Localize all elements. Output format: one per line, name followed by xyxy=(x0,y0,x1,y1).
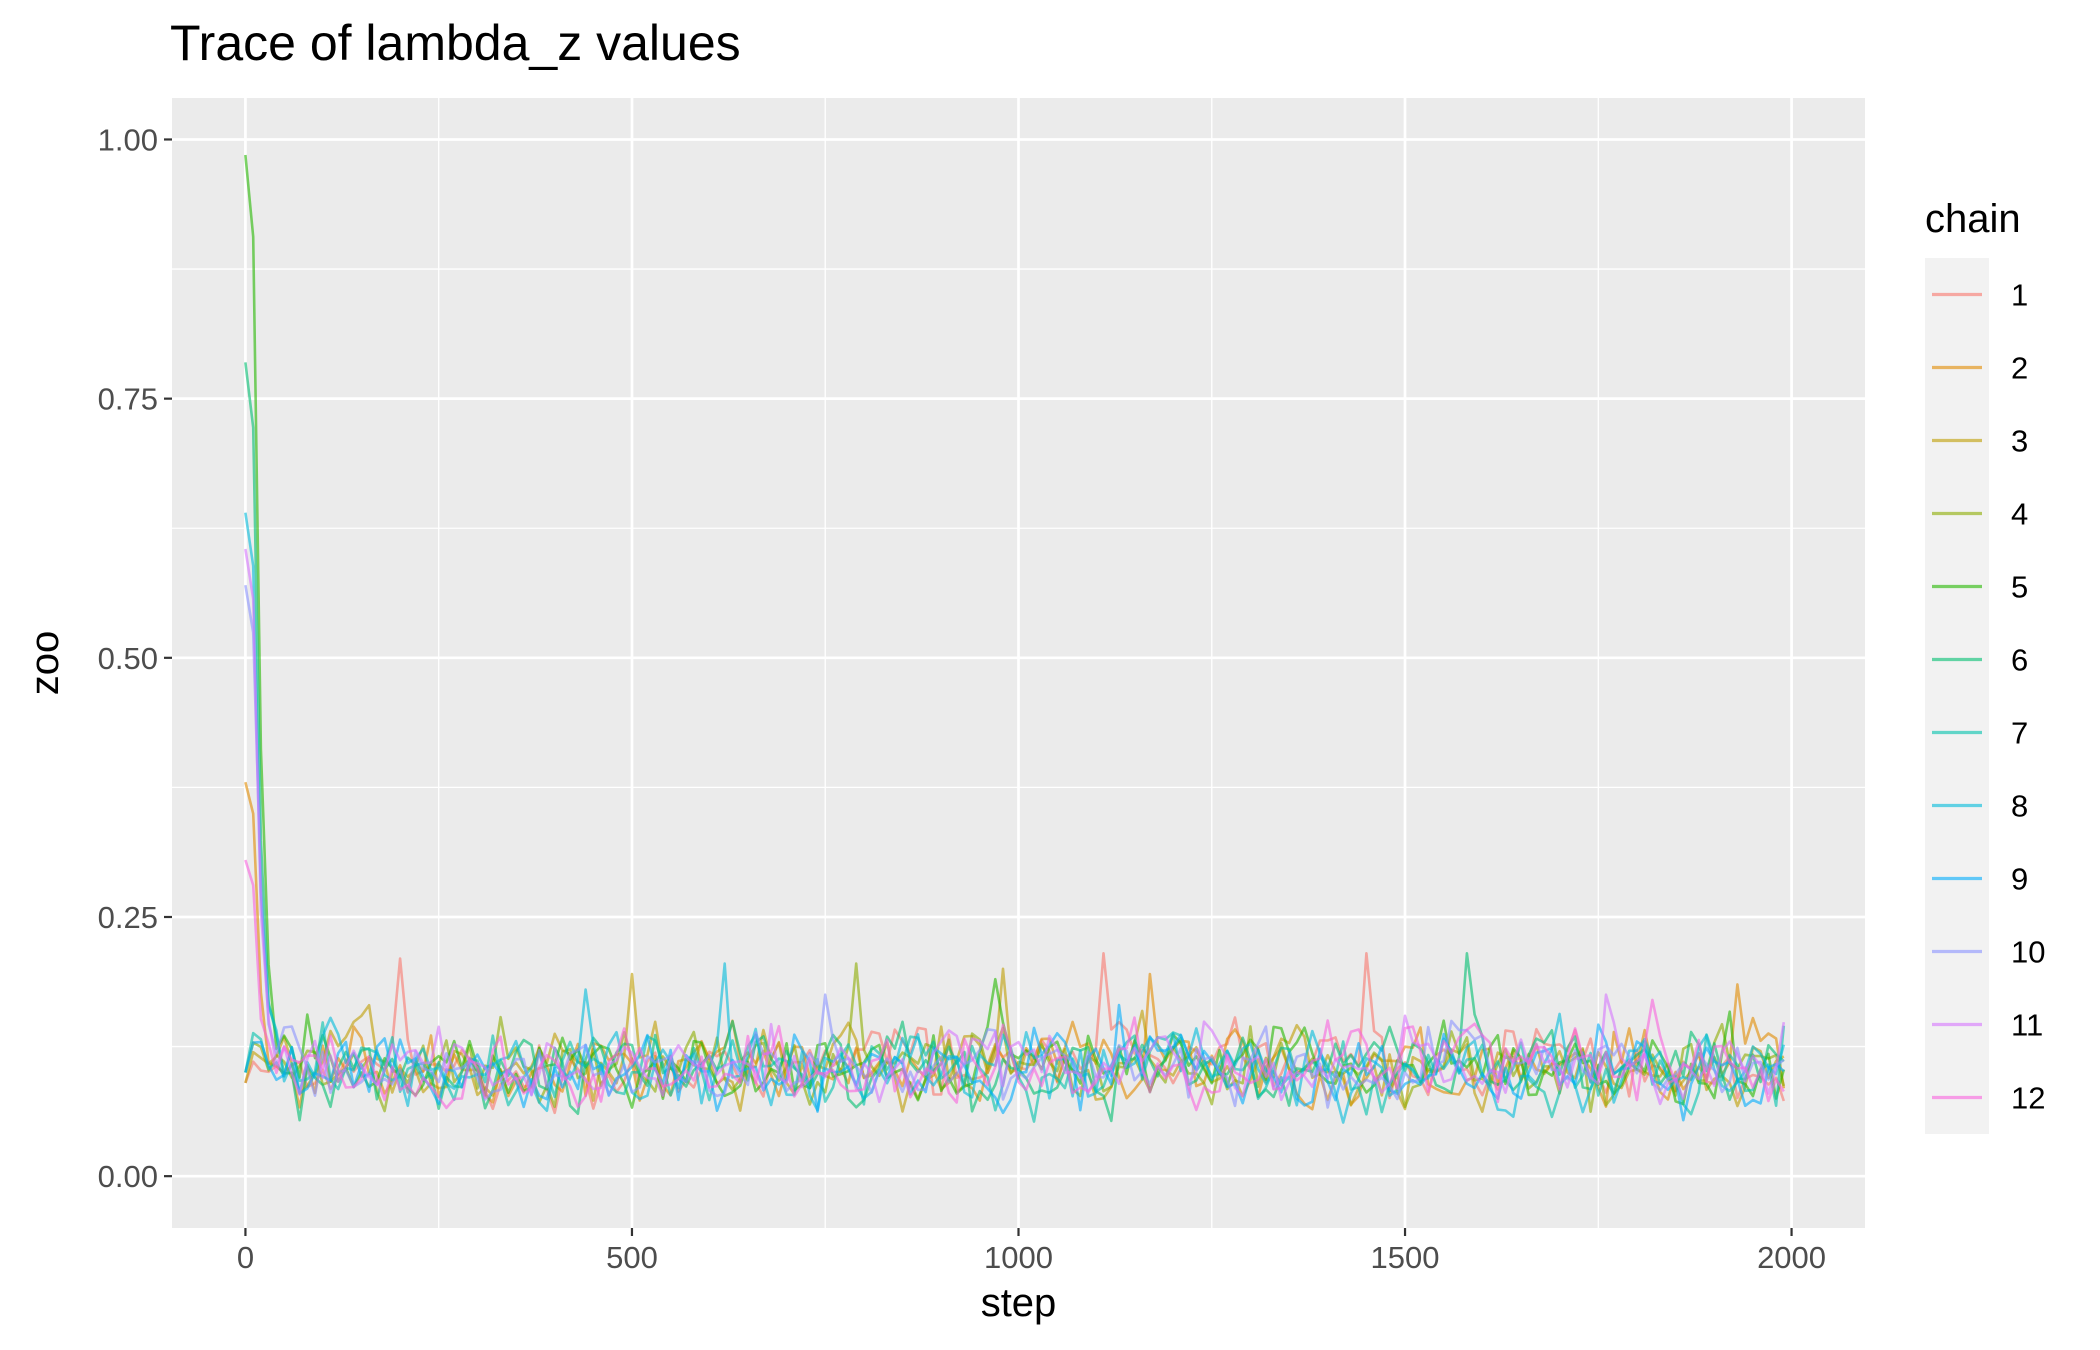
legend-label-11: 11 xyxy=(2011,1008,2043,1043)
legend-label-5: 5 xyxy=(2011,570,2028,605)
legend-label-6: 6 xyxy=(2011,643,2028,678)
series-line-12 xyxy=(244,859,1785,1112)
x-tick-label: 2000 xyxy=(1757,1240,1826,1275)
y-tick-label: 1.00 xyxy=(98,122,158,157)
x-tick-label: 500 xyxy=(606,1240,658,1275)
legend-title: chain xyxy=(1925,197,2021,241)
legend-label-7: 7 xyxy=(2011,716,2028,751)
legend-label-12: 12 xyxy=(2011,1081,2045,1116)
x-tick-label: 1000 xyxy=(984,1240,1053,1275)
y-tick-label: 0.25 xyxy=(98,900,158,935)
series-layer xyxy=(244,154,1786,1124)
y-tick-label: 0.50 xyxy=(98,641,158,676)
y-tick-label: 0.75 xyxy=(98,382,158,417)
grid-major xyxy=(172,98,1865,1228)
x-axis: 0 500 1000 1500 2000 xyxy=(237,1228,1826,1275)
y-axis-title: zoo xyxy=(23,631,67,696)
legend-label-1: 1 xyxy=(2011,278,2028,313)
x-tick-label: 1500 xyxy=(1371,1240,1440,1275)
x-tick-label: 0 xyxy=(237,1240,254,1275)
legend-label-4: 4 xyxy=(2011,497,2028,532)
x-axis-title: step xyxy=(981,1281,1057,1325)
series-line-9 xyxy=(244,1003,1785,1122)
legend-label-10: 10 xyxy=(2011,935,2045,970)
legend-label-3: 3 xyxy=(2011,424,2028,459)
y-axis: 0.00 0.25 0.50 0.75 1.00 xyxy=(98,122,172,1194)
chart-title: Trace of lambda_z values xyxy=(170,15,741,71)
y-tick-label: 0.00 xyxy=(98,1159,158,1194)
legend-label-8: 8 xyxy=(2011,789,2028,824)
legend-label-2: 2 xyxy=(2011,351,2028,386)
legend-key-background xyxy=(1925,258,1989,1134)
legend-label-9: 9 xyxy=(2011,862,2028,897)
